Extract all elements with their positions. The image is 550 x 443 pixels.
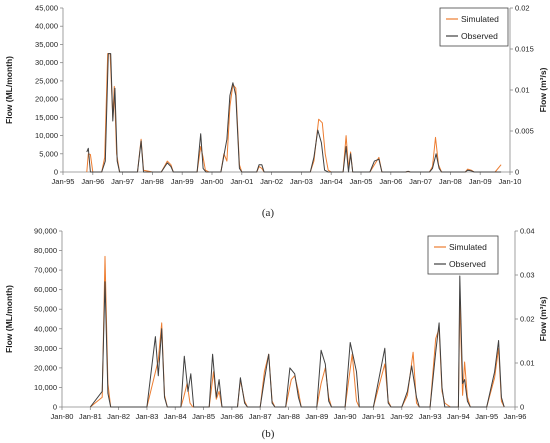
x-tick-label: Jan-95 (475, 412, 498, 421)
panel-b-y2-ticks: 0 0.01 0.02 0.03 0.04 (515, 227, 535, 412)
panel-b-chart: 0 10,000 20,000 30,000 40,000 50,000 60,000 70,… (4, 227, 548, 441)
y-tick-label: 5,000 (39, 149, 58, 158)
panel-a-y2-ticks: 0 0.005 0.01 0.015 0.02 (510, 4, 534, 177)
x-tick-label: Jan-99 (171, 177, 194, 186)
x-tick-label: Jan-09 (469, 177, 492, 186)
panel-b-y-ticks: 0 10,000 20,000 30,000 40,000 50,000 60,000 70,… (34, 227, 62, 412)
y2-tick-label: 0.04 (520, 227, 535, 236)
x-tick-label: Jan-80 (51, 412, 74, 421)
panel-a-legend-observed-label: Observed (461, 31, 498, 41)
y-tick-label: 30,000 (35, 58, 58, 67)
x-tick-label: Jan-83 (135, 412, 158, 421)
x-tick-label: Jan-84 (164, 412, 187, 421)
y2-tick-label: 0.02 (520, 315, 535, 324)
x-tick-label: Jan-01 (230, 177, 253, 186)
y-tick-label: 10,000 (34, 383, 57, 392)
panel-b-legend-simulated-label: Simulated (449, 242, 487, 252)
x-tick-label: Jan-90 (334, 412, 357, 421)
x-tick-label: Jan-97 (111, 177, 134, 186)
panel-a-y-axis-label: Flow (ML/month) (4, 56, 14, 124)
y-tick-label: 50,000 (34, 305, 57, 314)
panel-b-y-axis-label: Flow (ML/month) (4, 285, 14, 353)
panel-a-series-lines (86, 53, 502, 173)
y2-tick-label: 0 (515, 168, 519, 177)
x-tick-label: Jan-96 (504, 412, 527, 421)
panel-a-y2-axis-label: Flow (m³/s) (538, 67, 548, 112)
x-tick-label: Jan-07 (409, 177, 432, 186)
y-tick-label: 40,000 (35, 22, 58, 31)
x-tick-label: Jan-08 (439, 177, 462, 186)
y-tick-label: 40,000 (34, 324, 57, 333)
panel-b-caption: (b) (262, 428, 275, 440)
x-tick-label: Jan-06 (379, 177, 402, 186)
series-line-observed (89, 275, 505, 408)
y-tick-label: 70,000 (34, 266, 57, 275)
x-tick-label: Jan-92 (390, 412, 413, 421)
y-tick-label: 25,000 (35, 76, 58, 85)
y-tick-label: 0 (53, 403, 57, 412)
x-tick-label: Jan-00 (201, 177, 224, 186)
panel-b-x-ticks: Jan-80 Jan-81 Jan-82 Jan-83 Jan-84 Jan-85 Jan-… (51, 407, 527, 421)
y2-tick-label: 0.01 (520, 359, 535, 368)
series-line-simulated (86, 53, 502, 173)
x-tick-label: Jan-87 (249, 412, 272, 421)
y2-tick-label: 0.02 (515, 4, 530, 13)
y-tick-label: 80,000 (34, 246, 57, 255)
panel-a-x-ticks: Jan-95 Jan-96 Jan-97 Jan-98 Jan-99 Jan-00 Jan-… (52, 172, 522, 186)
panel-b-series-lines (89, 255, 505, 408)
x-tick-label: Jan-91 (362, 412, 385, 421)
panel-a-caption: (a) (262, 207, 275, 219)
x-tick-label: Jan-82 (107, 412, 130, 421)
y2-tick-label: 0.01 (515, 86, 530, 95)
x-tick-label: Jan-88 (277, 412, 300, 421)
y-tick-label: 20,000 (35, 95, 58, 104)
y2-tick-label: 0 (520, 403, 524, 412)
x-tick-label: Jan-94 (447, 412, 470, 421)
x-tick-label: Jan-05 (350, 177, 373, 186)
x-tick-label: Jan-89 (305, 412, 328, 421)
x-tick-label: Jan-96 (81, 177, 104, 186)
series-line-observed (86, 53, 502, 173)
panel-a-legend-simulated-label: Simulated (461, 14, 499, 24)
panel-a-legend-box (439, 7, 509, 47)
panel-b-y2-axis-label: Flow (m³/s) (538, 296, 548, 341)
y-tick-label: 35,000 (35, 40, 58, 49)
panel-b-legend-observed-label: Observed (449, 259, 486, 269)
y2-tick-label: 0.015 (515, 45, 534, 54)
x-tick-label: Jan-81 (79, 412, 102, 421)
y-tick-label: 30,000 (34, 344, 57, 353)
y-tick-label: 15,000 (35, 113, 58, 122)
y-tick-label: 10,000 (35, 131, 58, 140)
x-tick-label: Jan-85 (192, 412, 215, 421)
y-tick-label: 20,000 (34, 363, 57, 372)
x-tick-label: Jan-03 (290, 177, 313, 186)
x-tick-label: Jan-02 (260, 177, 283, 186)
panel-b-legend: Simulated Observed (427, 235, 499, 275)
y2-tick-label: 0.005 (515, 127, 534, 136)
panel-b-legend-box (427, 235, 499, 275)
x-tick-label: Jan-86 (220, 412, 243, 421)
x-tick-label: Jan-93 (419, 412, 442, 421)
x-tick-label: Jan-95 (52, 177, 75, 186)
panel-a-legend: Simulated Observed (439, 7, 509, 47)
panel-a-y-ticks: 0 5,000 10,000 15,000 20,000 25,000 30,000 35,0… (35, 4, 63, 177)
y-tick-label: 0 (54, 168, 58, 177)
y2-tick-label: 0.03 (520, 271, 535, 280)
y-tick-label: 60,000 (34, 285, 57, 294)
panel-a-chart: 0 5,000 10,000 15,000 20,000 25,000 30,000 35,0… (4, 4, 548, 220)
x-tick-label: Jan-98 (141, 177, 164, 186)
y-tick-label: 90,000 (34, 227, 57, 236)
x-tick-label: Jan-04 (320, 177, 343, 186)
y-tick-label: 45,000 (35, 4, 58, 13)
x-tick-label: Jan-10 (499, 177, 522, 186)
